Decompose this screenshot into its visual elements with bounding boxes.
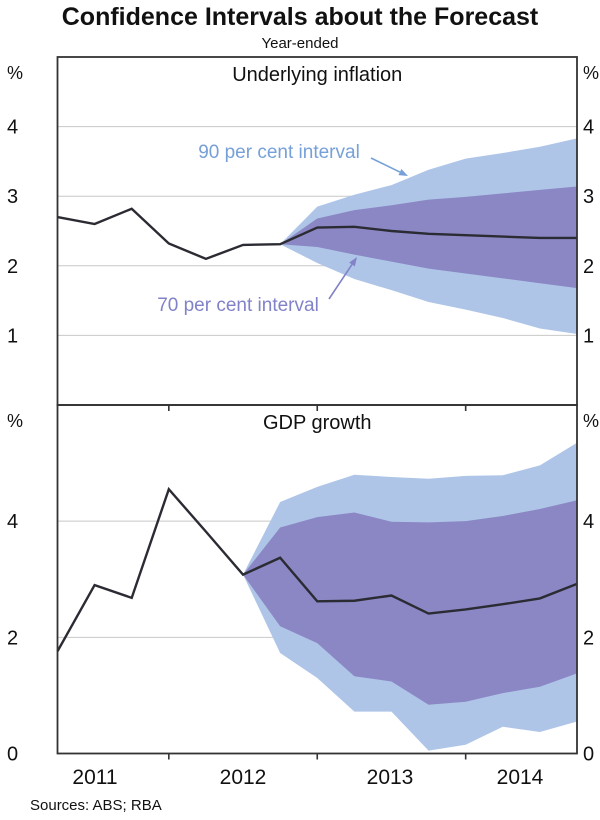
- y-unit-label-left: %: [7, 411, 23, 431]
- y-unit-label-right: %: [583, 63, 599, 83]
- source-note: Sources: ABS; RBA: [30, 797, 162, 814]
- panel-title: GDP growth: [263, 412, 372, 434]
- y-tick-label-left: 4: [7, 511, 18, 533]
- y-tick-label-left: 0: [7, 744, 18, 766]
- y-tick-label-right: 0: [583, 744, 594, 766]
- annotation-arrowhead: [349, 257, 357, 267]
- y-tick-label-left: 3: [7, 186, 18, 208]
- x-year-label: 2011: [72, 766, 117, 789]
- y-tick-label-left: 4: [7, 117, 18, 139]
- y-tick-label-left: 1: [7, 325, 18, 347]
- y-unit-label-right: %: [583, 411, 599, 431]
- y-tick-label-left: 2: [7, 256, 18, 278]
- annotation-label: 90 per cent interval: [198, 142, 360, 163]
- x-year-label: 2012: [220, 766, 267, 789]
- x-year-label: 2013: [367, 766, 414, 789]
- confidence-band-70: [243, 500, 578, 705]
- annotation-label: 70 per cent interval: [157, 295, 319, 316]
- confidence-band-70: [280, 186, 577, 289]
- y-tick-label-right: 4: [583, 511, 594, 533]
- panel-title: Underlying inflation: [232, 64, 402, 86]
- chart-subtitle: Year-ended: [261, 35, 339, 52]
- annotation-arrowhead: [398, 169, 408, 176]
- y-tick-label-right: 2: [583, 256, 594, 278]
- x-year-label: 2014: [497, 766, 544, 789]
- history-forecast-line: [57, 207, 577, 261]
- y-unit-label-left: %: [7, 63, 23, 83]
- annotation-arrow-line: [328, 264, 353, 300]
- y-tick-label-right: 2: [583, 627, 594, 649]
- chart-title: Confidence Intervals about the Forecast: [61, 3, 539, 31]
- y-tick-label-right: 1: [583, 325, 594, 347]
- y-tick-label-right: 4: [583, 117, 594, 139]
- history-forecast-line: [56, 486, 578, 652]
- y-tick-label-right: 3: [583, 186, 594, 208]
- y-tick-label-left: 2: [7, 627, 18, 649]
- annotation-arrow-line: [370, 157, 401, 173]
